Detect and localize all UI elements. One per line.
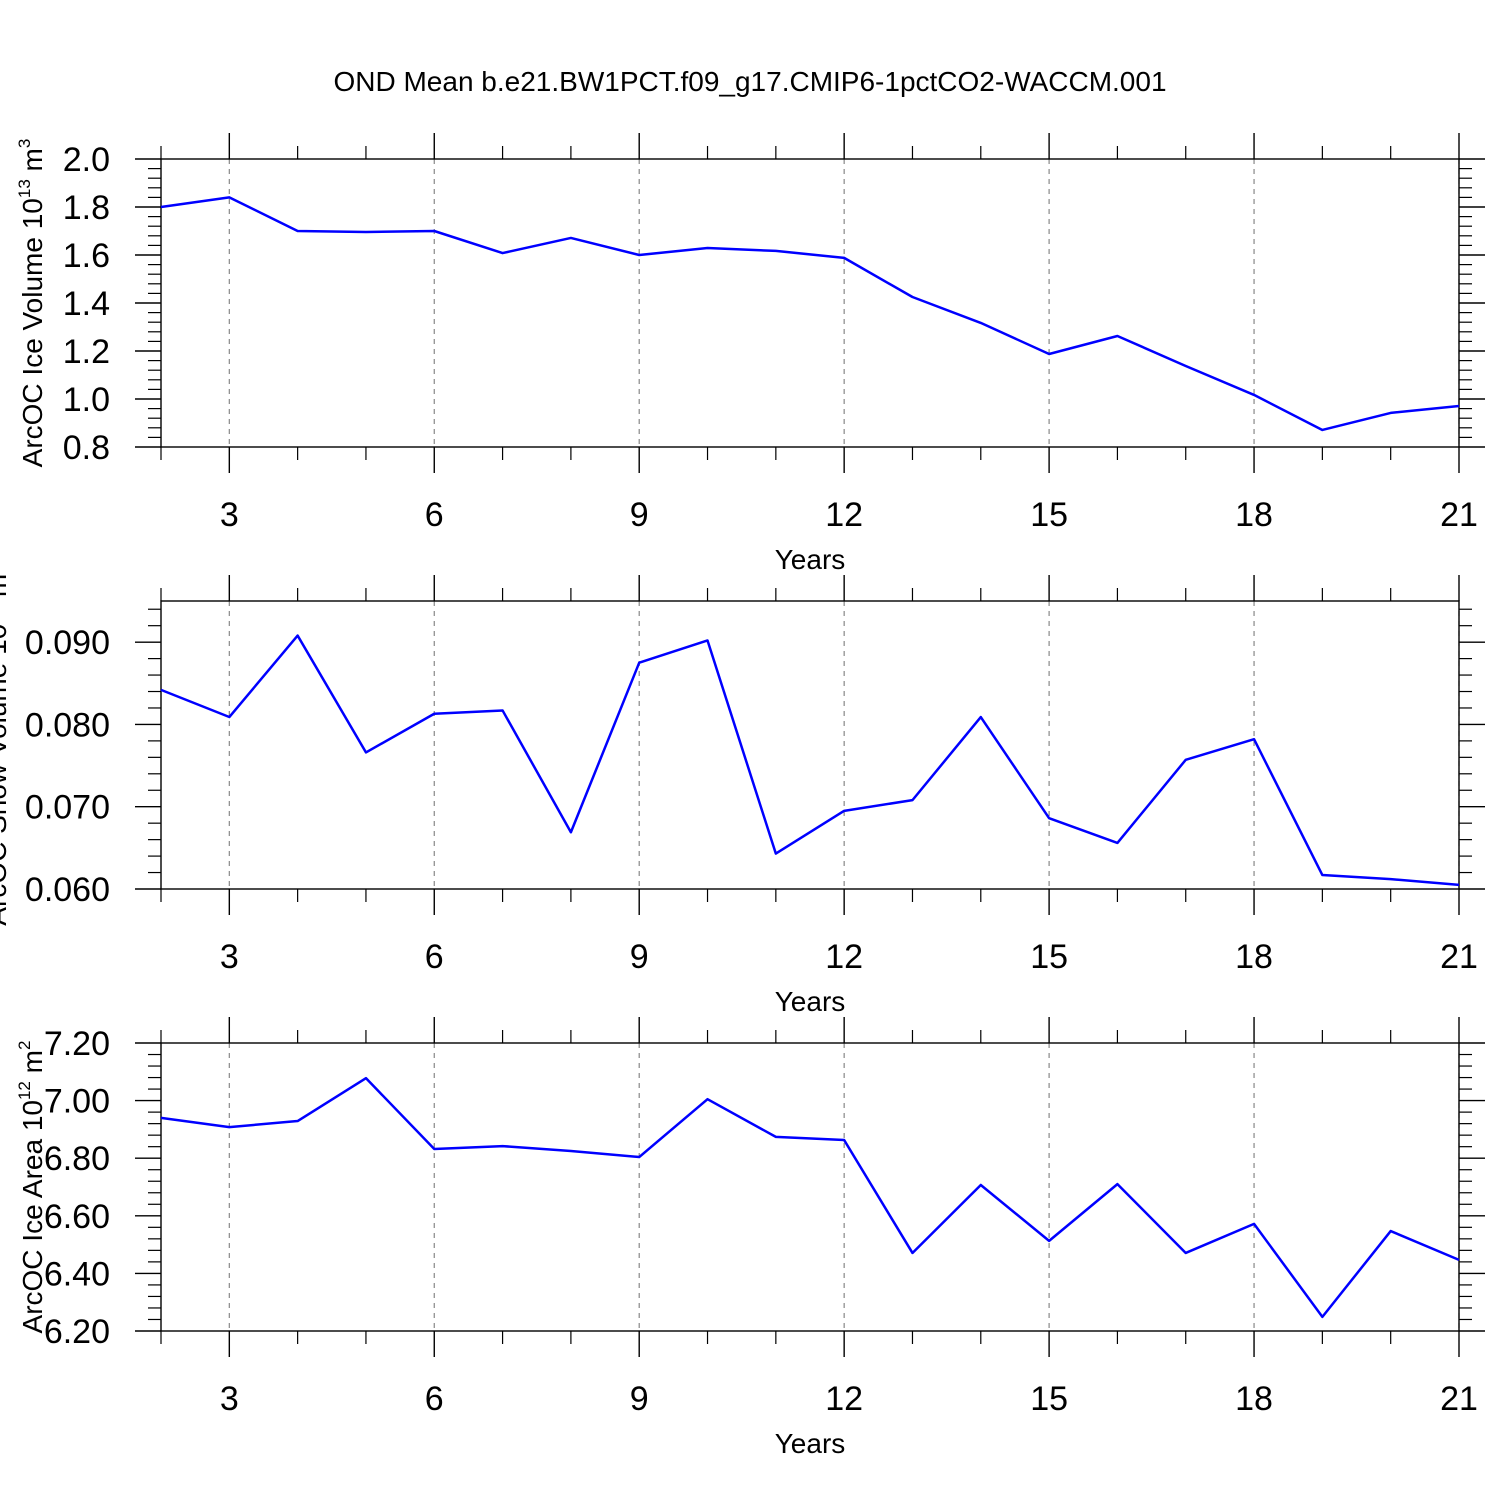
x-tick-label: 3 <box>220 1380 239 1418</box>
x-tick-label: 15 <box>1030 938 1068 976</box>
plot-frame <box>160 600 1460 890</box>
plot-frame <box>160 158 1460 448</box>
data-line <box>160 1076 1460 1319</box>
x-axis-title: Years <box>775 986 846 1017</box>
x-tick-label: 18 <box>1235 496 1273 534</box>
y-tick-label: 1.6 <box>63 237 110 275</box>
x-tick-label: 12 <box>825 1380 863 1418</box>
x-tick-label: 18 <box>1235 938 1273 976</box>
y-tick-label: 0.080 <box>25 706 110 744</box>
y-axis-title-part: m <box>17 1050 48 1081</box>
y-tick-label: 1.2 <box>63 333 110 371</box>
y-axis-title-exponent: 12 <box>15 1081 34 1100</box>
chart-title: OND Mean b.e21.BW1PCT.f09_g17.CMIP6-1pct… <box>333 66 1166 97</box>
y-axis-title-exponent: 2 <box>15 1041 34 1050</box>
x-tick-label: 15 <box>1030 1380 1068 1418</box>
plot-frame <box>160 1042 1460 1332</box>
data-line <box>160 634 1460 887</box>
x-tick-label: 18 <box>1235 1380 1273 1418</box>
y-tick-label: 6.80 <box>44 1140 110 1178</box>
x-axis-title: Years <box>775 544 846 575</box>
y-tick-label: 7.00 <box>44 1083 110 1121</box>
x-tick-label: 6 <box>425 496 444 534</box>
x-tick-label: 3 <box>220 496 239 534</box>
y-axis-title-part: ArcOC Snow Volume 10 <box>0 624 12 926</box>
y-axis-title-part: ArcOC Ice Volume 10 <box>17 198 48 467</box>
y-tick-label: 7.20 <box>44 1025 110 1063</box>
x-tick-label: 12 <box>825 938 863 976</box>
y-axis-title-part: ArcOC Ice Area 10 <box>17 1100 48 1333</box>
y-axis-title-part: m <box>0 574 12 605</box>
y-tick-label: 0.090 <box>25 624 110 662</box>
x-tick-label: 6 <box>425 1380 444 1418</box>
y-tick-label: 1.4 <box>63 285 110 323</box>
x-tick-label: 15 <box>1030 496 1068 534</box>
y-axis-title: ArcOC Ice Area 1012 m2 <box>15 1041 48 1334</box>
y-axis-title: ArcOC Snow Volume 1013 m3 <box>0 564 12 925</box>
x-tick-label: 21 <box>1440 496 1478 534</box>
y-axis-title-exponent: 13 <box>15 179 34 198</box>
y-tick-label: 2.0 <box>63 141 110 179</box>
x-tick-label: 9 <box>630 938 649 976</box>
x-tick-label: 21 <box>1440 1380 1478 1418</box>
y-axis-title: ArcOC Ice Volume 1013 m3 <box>15 139 48 468</box>
x-tick-label: 12 <box>825 496 863 534</box>
y-tick-label: 0.8 <box>63 429 110 467</box>
y-tick-label: 6.60 <box>44 1198 110 1236</box>
y-tick-label: 6.20 <box>44 1313 110 1351</box>
y-tick-label: 6.40 <box>44 1255 110 1293</box>
x-tick-label: 9 <box>630 1380 649 1418</box>
y-tick-label: 0.060 <box>25 871 110 909</box>
y-axis-title-exponent: 3 <box>15 139 34 148</box>
x-tick-label: 6 <box>425 938 444 976</box>
x-tick-label: 21 <box>1440 938 1478 976</box>
y-axis-title-part: m <box>17 148 48 179</box>
x-tick-label: 9 <box>630 496 649 534</box>
y-tick-label: 0.070 <box>25 789 110 827</box>
x-tick-label: 3 <box>220 938 239 976</box>
x-axis-title: Years <box>775 1428 846 1459</box>
data-line <box>160 196 1460 432</box>
y-tick-label: 1.8 <box>63 189 110 227</box>
y-tick-label: 1.0 <box>63 381 110 419</box>
